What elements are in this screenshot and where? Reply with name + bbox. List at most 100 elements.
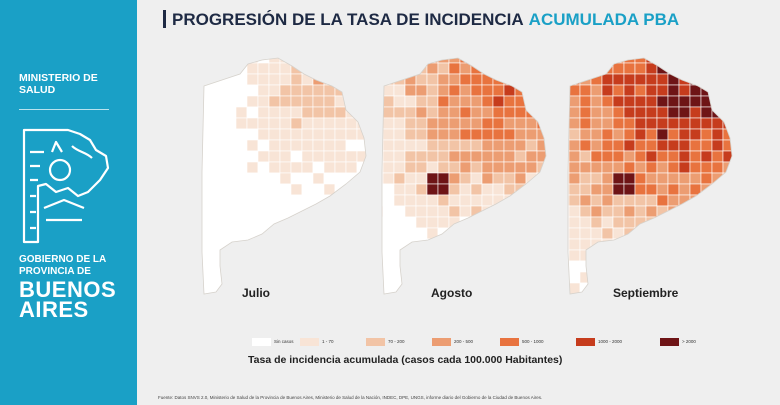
- district-cell: [711, 282, 724, 294]
- district-cell: [689, 106, 702, 119]
- district-cell: [579, 139, 592, 152]
- district-cell: [459, 172, 472, 185]
- district-cell: [257, 183, 270, 196]
- district-cell: [579, 172, 592, 185]
- district-cell: [645, 271, 658, 284]
- district-cell: [404, 58, 417, 64]
- district-cell: [645, 139, 658, 152]
- district-cell: [470, 227, 483, 240]
- district-cell: [345, 150, 358, 163]
- district-cell: [268, 62, 281, 75]
- district-cell: [382, 150, 395, 163]
- legend-label: 1 - 70: [322, 339, 334, 345]
- district-cell: [656, 194, 669, 207]
- district-cell: [722, 260, 732, 273]
- district-cell: [612, 139, 625, 152]
- district-cell: [514, 161, 527, 174]
- district-cell: [202, 238, 204, 251]
- district-cell: [202, 62, 215, 75]
- district-cell: [312, 249, 325, 262]
- district-cell: [678, 249, 691, 262]
- district-cell: [634, 271, 647, 284]
- district-cell: [711, 194, 724, 207]
- district-cell: [268, 205, 281, 218]
- district-cell: [415, 161, 428, 174]
- district-cell: [623, 271, 636, 284]
- district-cell: [568, 128, 570, 141]
- district-cell: [213, 62, 226, 75]
- district-cell: [202, 139, 204, 152]
- district-cell: [323, 205, 336, 218]
- district-cell: [536, 84, 546, 97]
- district-cell: [623, 84, 636, 97]
- district-cell: [612, 238, 625, 251]
- legend-label: Sin casos: [274, 339, 294, 345]
- district-cell: [678, 227, 691, 240]
- district-cell: [503, 139, 516, 152]
- district-cell: [312, 293, 325, 294]
- district-cell: [525, 227, 538, 240]
- district-cell: [345, 73, 358, 86]
- district-cell: [634, 183, 647, 196]
- district-cell: [503, 117, 516, 130]
- legend-item: 500 - 1000: [500, 333, 544, 346]
- district-cell: [711, 58, 724, 64]
- district-cell: [224, 183, 237, 196]
- district-cell: [382, 62, 395, 75]
- district-cell: [700, 58, 713, 64]
- district-cell: [279, 150, 292, 163]
- district-cell: [459, 271, 472, 284]
- legend-caption: Tasa de incidencia acumulada (casos cada…: [248, 354, 563, 366]
- district-cell: [656, 117, 669, 130]
- district-cell: [301, 216, 314, 229]
- district-cell: [415, 205, 428, 218]
- district-cell: [678, 139, 691, 152]
- district-cell: [301, 194, 314, 207]
- district-cell: [536, 271, 546, 284]
- district-cell: [722, 139, 732, 152]
- district-cell: [667, 227, 680, 240]
- district-cell: [368, 140, 379, 151]
- district-cell: [213, 84, 226, 97]
- district-cell: [734, 151, 740, 162]
- district-cell: [224, 117, 237, 130]
- district-cell: [202, 205, 215, 218]
- district-cell: [568, 227, 581, 240]
- district-cell: [202, 128, 204, 141]
- month-label-septiembre: Septiembre: [613, 286, 679, 300]
- district-cell: [667, 172, 680, 185]
- district-cell: [612, 172, 625, 185]
- district-cell: [382, 271, 384, 284]
- district-cell: [459, 139, 472, 152]
- district-cell: [382, 282, 384, 294]
- district-cell: [548, 195, 559, 206]
- district-cell: [667, 84, 680, 97]
- district-cell: [667, 260, 680, 273]
- district-cell: [734, 140, 740, 151]
- district-cell: [514, 293, 527, 294]
- district-cell: [548, 239, 559, 250]
- district-cell: [536, 150, 546, 163]
- district-cell: [590, 227, 603, 240]
- district-cell: [426, 73, 439, 86]
- district-cell: [568, 216, 581, 229]
- district-cell: [645, 260, 658, 273]
- district-cell: [601, 172, 614, 185]
- district-cell: [448, 249, 461, 262]
- district-cell: [601, 260, 614, 273]
- district-cell: [525, 260, 538, 273]
- district-cell: [334, 62, 347, 75]
- district-cell: [722, 293, 732, 294]
- district-cell: [623, 249, 636, 262]
- district-cell: [568, 205, 581, 218]
- district-cell: [382, 194, 395, 207]
- district-cell: [568, 227, 570, 240]
- district-cell: [459, 95, 472, 108]
- district-cell: [279, 128, 292, 141]
- district-cell: [279, 293, 292, 294]
- district-cell: [235, 117, 248, 130]
- district-cell: [536, 73, 546, 86]
- district-cell: [568, 183, 581, 196]
- district-cell: [437, 150, 450, 163]
- district-cell: [257, 238, 270, 251]
